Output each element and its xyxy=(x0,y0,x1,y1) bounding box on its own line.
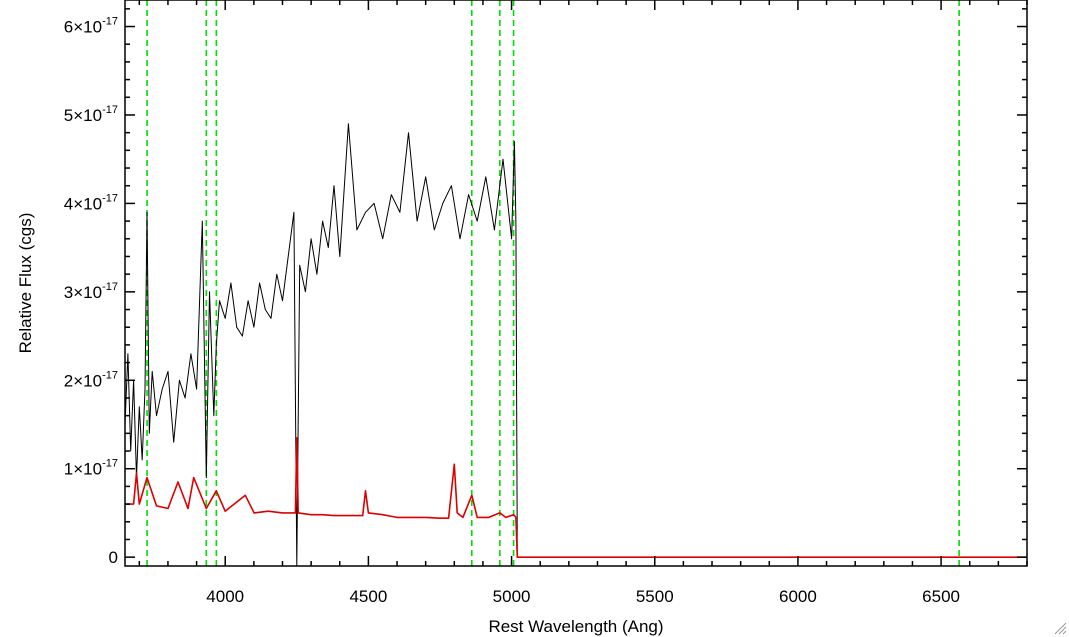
plot-frame xyxy=(124,0,1028,567)
y-tick-label: 5×10-17 xyxy=(64,104,118,125)
x-tick-label: 5000 xyxy=(493,587,531,606)
series-line-1 xyxy=(125,436,1027,559)
x-axis-title: Rest Wavelength (Ang) xyxy=(488,617,663,636)
y-tick-label: 0 xyxy=(109,548,118,567)
axis-ticks xyxy=(125,0,1028,566)
x-tick-label: 4500 xyxy=(349,587,387,606)
spectrum-series xyxy=(124,123,1027,567)
y-tick-label: 3×10-17 xyxy=(64,281,118,302)
y-tick-label: 6×10-17 xyxy=(64,16,118,37)
y-tick-label: 2×10-17 xyxy=(64,369,118,390)
y-axis-title: Relative Flux (cgs) xyxy=(16,213,35,354)
emission-line-markers xyxy=(146,0,960,566)
x-tick-labels: 4000 4500 5000 5500 6000 6500 xyxy=(206,587,960,606)
resize-grip-icon[interactable] xyxy=(1053,621,1067,635)
y-tick-label: 4×10-17 xyxy=(64,192,118,213)
y-tick-label: 1×10-17 xyxy=(64,458,118,479)
x-tick-label: 6000 xyxy=(779,587,817,606)
series-line-0 xyxy=(124,123,518,567)
x-tick-label: 5500 xyxy=(636,587,674,606)
x-tick-label: 6500 xyxy=(922,587,960,606)
y-tick-labels: 0 1×10-17 2×10-17 3×10-17 4×10-17 5×10-17 6×10… xyxy=(64,16,118,568)
x-tick-label: 4000 xyxy=(206,587,244,606)
